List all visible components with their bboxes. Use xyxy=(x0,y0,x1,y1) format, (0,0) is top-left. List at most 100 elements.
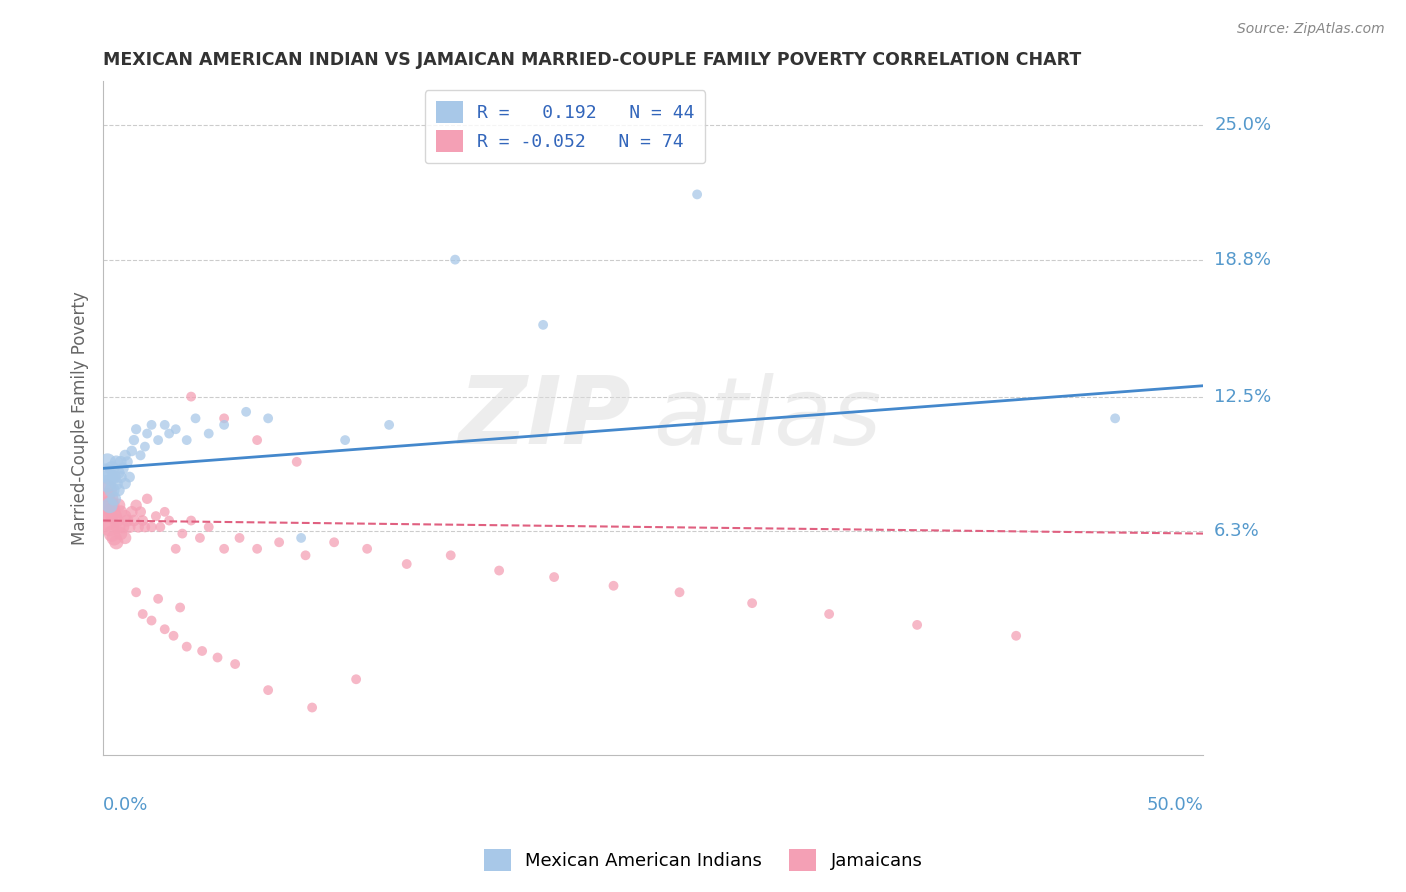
Point xyxy=(103,491,125,506)
Point xyxy=(212,411,235,425)
Point xyxy=(114,531,136,545)
Text: ZIP: ZIP xyxy=(458,372,631,465)
Legend: Mexican American Indians, Jamaicans: Mexican American Indians, Jamaicans xyxy=(477,842,929,879)
Point xyxy=(132,607,155,621)
Point xyxy=(94,505,117,519)
Point xyxy=(101,505,124,519)
Point xyxy=(107,466,129,480)
Point xyxy=(323,535,346,549)
Point xyxy=(212,541,235,556)
Point xyxy=(180,514,202,528)
Point xyxy=(118,520,141,534)
Point xyxy=(96,491,118,506)
Point xyxy=(122,514,145,528)
Text: atlas: atlas xyxy=(654,373,882,464)
Point xyxy=(162,629,184,643)
Point xyxy=(269,535,291,549)
Point xyxy=(191,644,214,658)
Point xyxy=(344,672,367,686)
Point xyxy=(176,433,198,447)
Point xyxy=(153,417,176,432)
Point xyxy=(145,509,167,524)
Y-axis label: Married-Couple Family Poverty: Married-Couple Family Poverty xyxy=(72,292,89,545)
Point xyxy=(531,318,554,332)
Point xyxy=(110,470,132,484)
Point xyxy=(105,455,128,469)
Point xyxy=(257,683,280,698)
Point xyxy=(105,535,128,549)
Point xyxy=(905,618,928,632)
Point xyxy=(668,585,690,599)
Text: MEXICAN AMERICAN INDIAN VS JAMAICAN MARRIED-COUPLE FAMILY POVERTY CORRELATION CH: MEXICAN AMERICAN INDIAN VS JAMAICAN MARR… xyxy=(103,51,1081,69)
Point xyxy=(111,520,134,534)
Point xyxy=(114,509,136,524)
Text: 25.0%: 25.0% xyxy=(1215,116,1271,134)
Point xyxy=(197,426,219,441)
Point xyxy=(180,390,202,404)
Point xyxy=(117,455,139,469)
Point xyxy=(111,461,134,475)
Point xyxy=(107,483,129,497)
Point xyxy=(129,448,152,462)
Point xyxy=(105,514,128,528)
Point xyxy=(157,514,180,528)
Point xyxy=(122,433,145,447)
Point xyxy=(224,657,246,671)
Point xyxy=(96,476,118,491)
Point xyxy=(1104,411,1126,425)
Point xyxy=(169,600,191,615)
Point xyxy=(686,187,709,202)
Point xyxy=(110,505,132,519)
Point xyxy=(94,466,117,480)
Point xyxy=(118,470,141,484)
Point xyxy=(107,498,129,512)
Point xyxy=(488,564,510,578)
Point xyxy=(602,579,624,593)
Point xyxy=(103,470,125,484)
Point xyxy=(107,520,129,534)
Point xyxy=(98,498,121,512)
Point xyxy=(141,614,163,628)
Point xyxy=(153,622,176,636)
Point xyxy=(134,520,156,534)
Point xyxy=(146,591,169,606)
Point xyxy=(184,411,207,425)
Point xyxy=(228,531,250,545)
Point xyxy=(818,607,841,621)
Text: 0.0%: 0.0% xyxy=(103,796,149,814)
Point xyxy=(153,505,176,519)
Point xyxy=(103,509,125,524)
Point xyxy=(101,461,124,475)
Point xyxy=(132,514,155,528)
Text: 50.0%: 50.0% xyxy=(1146,796,1204,814)
Point xyxy=(110,455,132,469)
Point xyxy=(98,520,121,534)
Point xyxy=(212,417,235,432)
Point xyxy=(121,505,143,519)
Point xyxy=(96,455,118,469)
Point xyxy=(125,498,148,512)
Text: 12.5%: 12.5% xyxy=(1215,388,1271,406)
Point xyxy=(105,476,128,491)
Point xyxy=(117,514,139,528)
Point xyxy=(356,541,378,556)
Point xyxy=(176,640,198,654)
Point xyxy=(101,526,124,541)
Text: 6.3%: 6.3% xyxy=(1215,523,1260,541)
Point xyxy=(101,483,124,497)
Point xyxy=(235,405,257,419)
Text: 18.8%: 18.8% xyxy=(1215,251,1271,268)
Point xyxy=(157,426,180,441)
Point xyxy=(165,422,187,436)
Point xyxy=(285,455,308,469)
Point xyxy=(141,520,163,534)
Point xyxy=(114,448,136,462)
Point xyxy=(129,505,152,519)
Point xyxy=(165,541,187,556)
Point xyxy=(395,557,418,571)
Legend: R =   0.192   N = 44, R = -0.052   N = 74: R = 0.192 N = 44, R = -0.052 N = 74 xyxy=(425,90,706,163)
Point xyxy=(96,514,118,528)
Point xyxy=(121,444,143,458)
Point xyxy=(257,411,280,425)
Point xyxy=(94,483,117,497)
